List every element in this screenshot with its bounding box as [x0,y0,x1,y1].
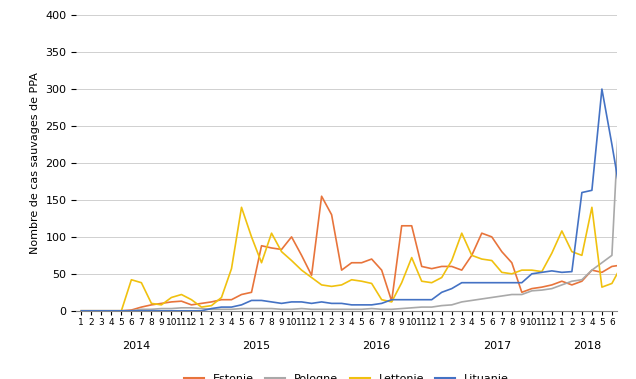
Lituanie [558,270,565,275]
Line: Estonie: Estonie [81,196,636,311]
Lettonie [168,295,176,300]
Estonie [78,309,85,313]
Lituanie [207,306,215,311]
Lituanie [598,87,605,91]
Pologne [618,53,626,58]
Estonie [448,264,455,269]
Pologne [78,309,85,313]
Lituanie [498,280,506,285]
Legend: Estonie, Pologne, Lettonie, Lituanie: Estonie, Pologne, Lettonie, Lituanie [180,370,513,379]
Line: Pologne: Pologne [81,56,636,311]
Estonie [218,298,225,302]
Estonie [408,224,415,228]
Lettonie [228,266,235,271]
Estonie [608,264,616,269]
Y-axis label: Nombre de cas sauvages de PPA: Nombre de cas sauvages de PPA [30,72,40,254]
Pologne [168,306,176,311]
Lettonie [97,309,105,313]
Text: 2017: 2017 [483,341,511,351]
Text: 2018: 2018 [573,341,601,351]
Pologne [97,309,105,313]
Lituanie [458,280,466,285]
Text: 2015: 2015 [242,341,270,351]
Pologne [498,294,506,298]
Lituanie [628,168,636,173]
Estonie [198,301,205,306]
Lituanie [78,309,85,313]
Pologne [228,307,235,312]
Text: 2016: 2016 [363,341,391,351]
Lettonie [238,205,245,210]
Pologne [378,307,385,312]
Lettonie [388,300,396,304]
Line: Lettonie: Lettonie [81,207,636,311]
Line: Lituanie: Lituanie [81,89,636,311]
Estonie [287,235,295,239]
Lettonie [78,309,85,313]
Estonie [318,194,326,199]
Lettonie [508,272,516,276]
Lituanie [218,305,225,309]
Pologne [137,307,145,312]
Lettonie [137,280,145,285]
Text: 2014: 2014 [122,341,151,351]
